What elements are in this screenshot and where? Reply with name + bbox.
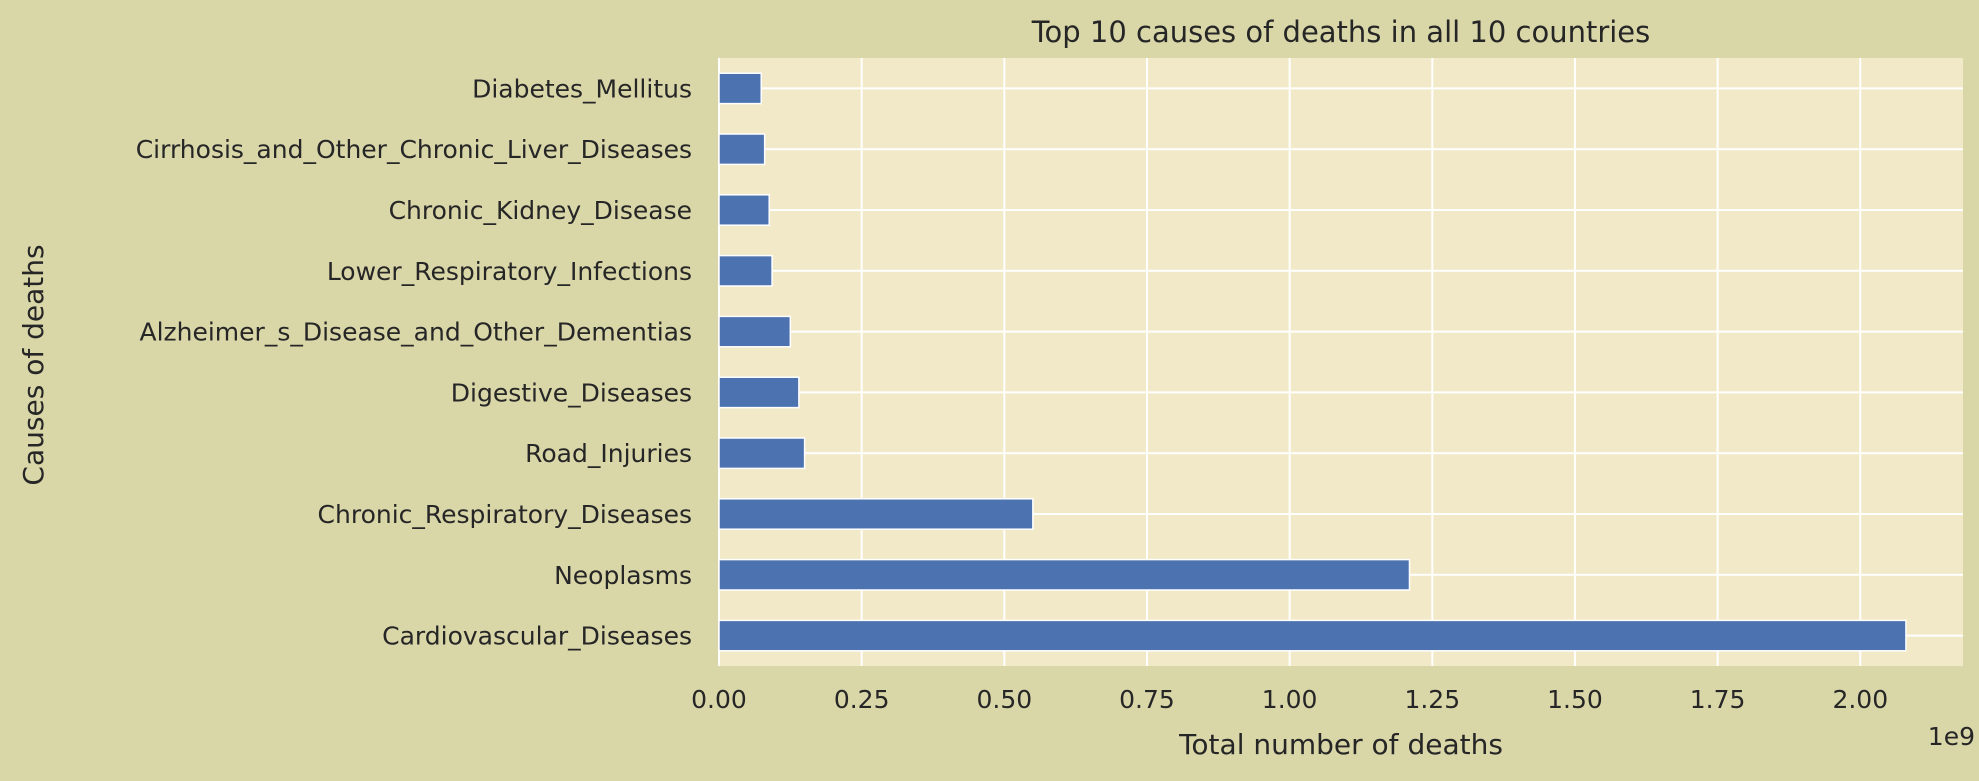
bar-digestive-diseases [718,376,800,409]
y-axis-title: Causes of deaths [17,244,50,485]
x-tick-label: 1.75 [1690,685,1746,714]
bars [718,72,1907,652]
y-tick-label: Cardiovascular_Diseases [382,622,692,651]
bar-road-injuries [718,437,806,470]
x-tick-label: 1.50 [1547,685,1603,714]
x-tick-label: 1.00 [1262,685,1318,714]
x-tick-label: 1.25 [1404,685,1460,714]
bar-chronic-respiratory-diseases [718,498,1034,530]
y-tick-label: Cirrhosis_and_Other_Chronic_Liver_Diseas… [136,135,692,164]
chart-title: Top 10 causes of deaths in all 10 countr… [1031,15,1651,49]
bar-lower-respiratory-infections [718,254,773,287]
y-tick-label: Road_Injuries [525,439,692,468]
x-tick-label: 2.00 [1832,685,1888,714]
y-tick-labels: Cardiovascular_Diseases Neoplasms Chronic_… [136,74,692,650]
bar-diabetes-mellitus [718,72,762,105]
x-axis-offset-text: 1e9 [1928,722,1975,751]
x-tick-label: 0.00 [691,685,747,714]
x-tick-label: 0.50 [976,685,1032,714]
bar-cardiovascular-diseases [718,619,1907,652]
bar-alzheimer-s-disease-and-other-dementias [718,315,792,348]
y-tick-label: Alzheimer_s_Disease_and_Other_Dementias [139,318,692,347]
bar-chronic-kidney-disease [718,194,770,226]
x-tick-label: 0.25 [834,685,890,714]
x-axis-title: Total number of deaths [1178,728,1503,761]
bar-cirrhosis-and-other-chronic-liver-diseases [718,133,766,166]
x-tick-label: 0.75 [1119,685,1175,714]
y-tick-label: Digestive_Diseases [451,378,692,407]
y-tick-label: Lower_Respiratory_Infections [327,257,692,286]
bar-neoplasms [718,558,1411,591]
y-tick-label: Chronic_Kidney_Disease [389,196,692,225]
y-tick-label: Chronic_Respiratory_Diseases [318,500,692,529]
x-tick-labels: 0.00 0.25 0.50 0.75 1.00 1.25 1.50 1.75 2.00 [691,685,1888,714]
y-tick-label: Neoplasms [554,561,692,590]
y-tick-label: Diabetes_Mellitus [472,74,692,103]
